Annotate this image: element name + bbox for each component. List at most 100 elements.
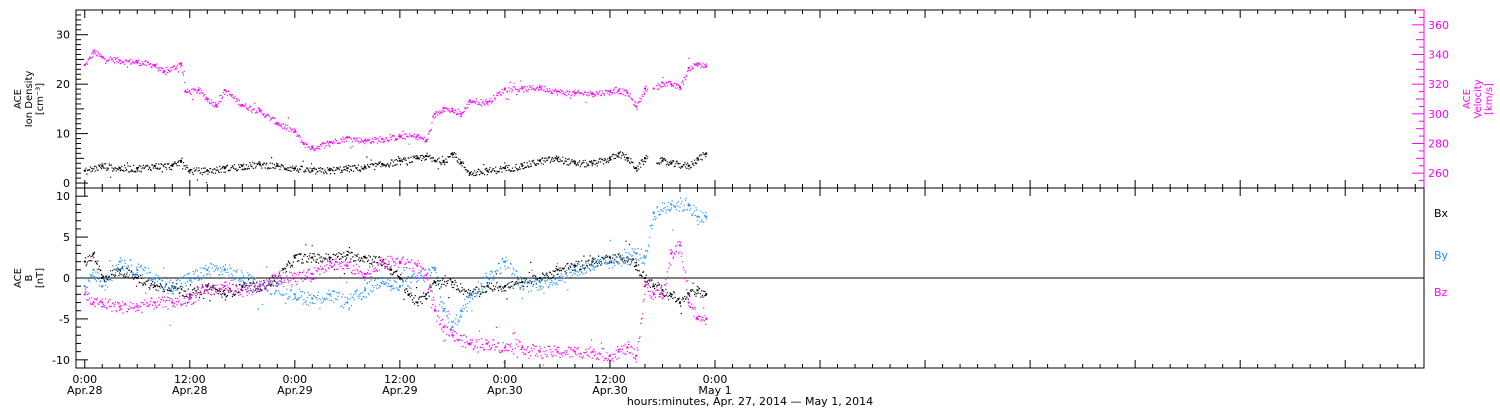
x-tick-time-0: 0:00 <box>72 373 97 386</box>
trace-bx <box>84 240 708 315</box>
point-by-13 <box>293 293 296 296</box>
point-bz-27 <box>503 346 506 349</box>
point-bz-34 <box>617 350 620 353</box>
point-by-1 <box>92 268 95 271</box>
point-by-42 <box>705 215 708 218</box>
point-bz-28 <box>521 346 524 349</box>
point-by-33 <box>591 264 594 267</box>
point-by-14 <box>311 297 314 300</box>
point-by-23 <box>442 309 445 312</box>
point-by-7 <box>188 277 191 279</box>
point-density-12 <box>276 164 279 167</box>
point-by-10 <box>241 277 244 279</box>
point-bz-26 <box>486 342 489 345</box>
point-by-27 <box>486 277 489 279</box>
point-bx-37 <box>644 277 646 279</box>
bottom-tick-label-5: 5 <box>63 231 70 244</box>
point-density-25 <box>460 162 463 165</box>
series-bx <box>83 240 708 315</box>
point-velocity-45 <box>670 83 673 86</box>
point-velocity-24 <box>416 135 419 138</box>
point-by-36 <box>635 252 638 255</box>
point-velocity-47 <box>687 66 690 69</box>
point-by-12 <box>276 285 279 288</box>
point-by-35 <box>626 256 629 259</box>
point-density-36 <box>626 157 629 160</box>
bottom-axis-label: ACE B [nT] <box>13 268 46 288</box>
x-tick-date-5: Apr.30 <box>592 384 628 397</box>
point-density-28 <box>503 167 506 170</box>
point-by-40 <box>687 203 690 206</box>
point-density-38 <box>644 157 646 160</box>
point-velocity-23 <box>398 135 401 138</box>
x-tick-date-6: May 1 <box>698 384 731 397</box>
point-velocity-14 <box>258 109 261 112</box>
point-density-15 <box>328 169 331 172</box>
point-velocity-15 <box>276 121 279 124</box>
point-by-5 <box>153 277 156 279</box>
series-velocity <box>83 49 708 152</box>
point-bz-24 <box>451 334 454 337</box>
point-by-18 <box>381 277 384 279</box>
right-tick-label-300: 300 <box>1428 108 1449 121</box>
point-bx-36 <box>635 264 638 267</box>
point-by-21 <box>416 277 419 279</box>
point-density-20 <box>416 157 419 160</box>
point-by-17 <box>363 289 366 292</box>
point-density-21 <box>425 154 428 157</box>
point-bz-4 <box>136 305 139 308</box>
point-by-9 <box>223 268 226 271</box>
bottom-axis-label-line: ACE <box>13 268 24 288</box>
x-tick-time-3: 12:00 <box>384 373 416 386</box>
point-density-27 <box>486 169 489 172</box>
point-density-3 <box>136 167 139 170</box>
point-velocity-18 <box>311 146 314 149</box>
point-bx-31 <box>556 268 559 271</box>
point-by-32 <box>573 268 576 271</box>
point-by-37 <box>644 256 646 259</box>
point-bx-0 <box>83 260 86 263</box>
point-velocity-44 <box>661 81 664 84</box>
point-density-41 <box>687 164 690 167</box>
point-bx-43 <box>696 289 699 292</box>
bottom-panel: -10 -5 0 5 10 ACE B [nT] Bx By Bz <box>13 187 1449 369</box>
point-density-10 <box>241 164 244 167</box>
point-bx-10 <box>241 285 244 288</box>
point-by-38 <box>652 211 655 214</box>
series-bz <box>83 240 708 366</box>
bottom-axis-label-line: B <box>24 274 35 281</box>
point-density-23 <box>442 159 445 162</box>
point-velocity-19 <box>328 141 331 143</box>
point-by-16 <box>346 301 349 304</box>
left-tick-label-10: 10 <box>56 128 70 141</box>
point-bx-40 <box>670 293 673 296</box>
point-by-20 <box>398 285 401 288</box>
right-axis-label: ACE Velocity [km/s] <box>1462 79 1495 118</box>
point-velocity-8 <box>184 90 187 93</box>
left-axis-label-line: [cm⁻³] <box>35 83 46 115</box>
right-axis-label-line: ACE <box>1462 89 1473 109</box>
left-tick-label-0: 0 <box>63 177 70 190</box>
point-bx-32 <box>573 264 576 267</box>
trace-velocity <box>84 49 708 152</box>
point-density-6 <box>180 159 182 162</box>
bottom-axis-label-line: [nT] <box>35 268 46 288</box>
point-bz-0 <box>83 293 86 296</box>
point-density-24 <box>451 152 454 155</box>
series-density <box>83 151 708 184</box>
point-bz-6 <box>171 301 174 304</box>
x-tick-time-4: 0:00 <box>493 373 518 386</box>
x-axis-label: hours:minutes, Apr. 27, 2014 — May 1, 20… <box>627 395 873 408</box>
point-by-31 <box>556 277 559 279</box>
point-bx-21 <box>407 293 410 296</box>
point-by-39 <box>670 203 673 206</box>
left-tick-label-30: 30 <box>56 29 70 42</box>
point-density-34 <box>608 157 611 160</box>
trace-bz <box>84 240 708 366</box>
point-velocity-13 <box>241 103 244 106</box>
point-density-7 <box>188 169 191 172</box>
point-bz-41 <box>679 244 681 247</box>
point-bz-37 <box>644 285 646 288</box>
point-velocity-16 <box>293 130 296 133</box>
